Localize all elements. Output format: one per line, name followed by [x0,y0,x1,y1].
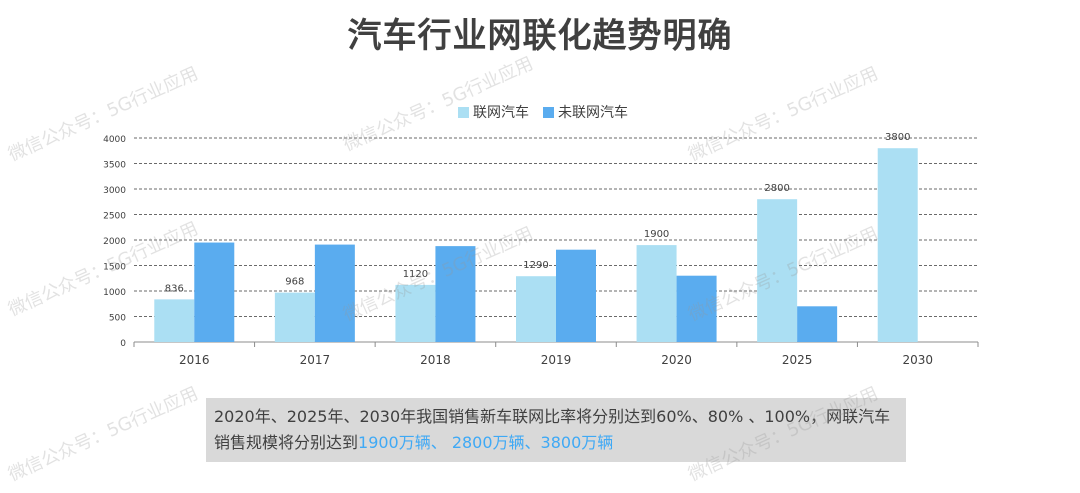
bar-unconnected [797,306,838,342]
summary-line-1: 2020年、2025年、2030年我国销售新车联网比率将分别达到60%、80% … [214,407,891,426]
y-tick-label: 1500 [103,263,126,273]
bar-unconnected [556,249,596,342]
summary-highlight: 1900万辆、 2800万辆、3800万辆 [358,433,614,452]
bar-unconnected [676,275,717,342]
data-label: 1900 [644,229,669,240]
chart-title: 汽车行业网联化趋势明确 [347,16,733,56]
bar-connected [154,299,195,342]
chart-legend: 联网汽车 未联网汽车 [458,102,628,122]
bar-connected [516,276,556,342]
bar-chart: 0 500 1000 1500 2000 2500 3000 3500 4000 2016 836 2… [103,132,979,367]
y-tick-label: 2000 [103,237,126,247]
data-label: 836 [165,283,184,294]
y-tick-label: 4000 [103,135,126,145]
summary-line-2-text: 销售规模将分别达到 [214,433,359,452]
x-tick-label: 2019 [541,353,572,367]
data-label: 3800 [885,132,910,143]
x-tick-label: 2025 [782,353,813,367]
y-tick-label: 0 [120,339,126,349]
bar-unconnected [314,244,355,342]
x-tick-label: 2030 [902,353,933,367]
bar-connected [274,292,315,342]
bar-connected [757,199,798,342]
y-tick-label: 1000 [103,288,126,298]
legend-item-connected: 联网汽车 [458,102,529,122]
y-tick-label: 500 [109,314,126,324]
legend-label-connected: 联网汽车 [473,105,529,121]
x-tick-label: 2020 [661,353,692,367]
summary-note: 2020年、2025年、2030年我国销售新车联网比率将分别达到60%、80% … [206,398,906,462]
x-tick-label: 2017 [300,353,331,367]
summary-line-2: 销售规模将分别达到1900万辆、 2800万辆、3800万辆 [214,430,898,456]
legend-item-unconnected: 未联网汽车 [543,102,628,122]
data-label: 1290 [523,260,548,271]
bar-unconnected [194,242,235,342]
data-label: 1120 [403,269,428,280]
legend-label-unconnected: 未联网汽车 [558,105,628,121]
legend-swatch-unconnected [543,106,554,118]
legend-swatch-connected [458,106,469,118]
data-label: 968 [285,277,304,288]
y-tick-label: 3000 [103,186,126,196]
bar-connected [877,148,918,342]
x-tick-label: 2018 [420,353,451,367]
bar-unconnected [435,246,476,342]
x-tick-label: 2016 [179,353,210,367]
bar-connected [636,245,677,342]
y-tick-label: 3500 [103,161,126,171]
bar-connected [395,284,436,342]
data-label: 2800 [764,183,789,194]
y-tick-label: 2500 [103,212,126,222]
